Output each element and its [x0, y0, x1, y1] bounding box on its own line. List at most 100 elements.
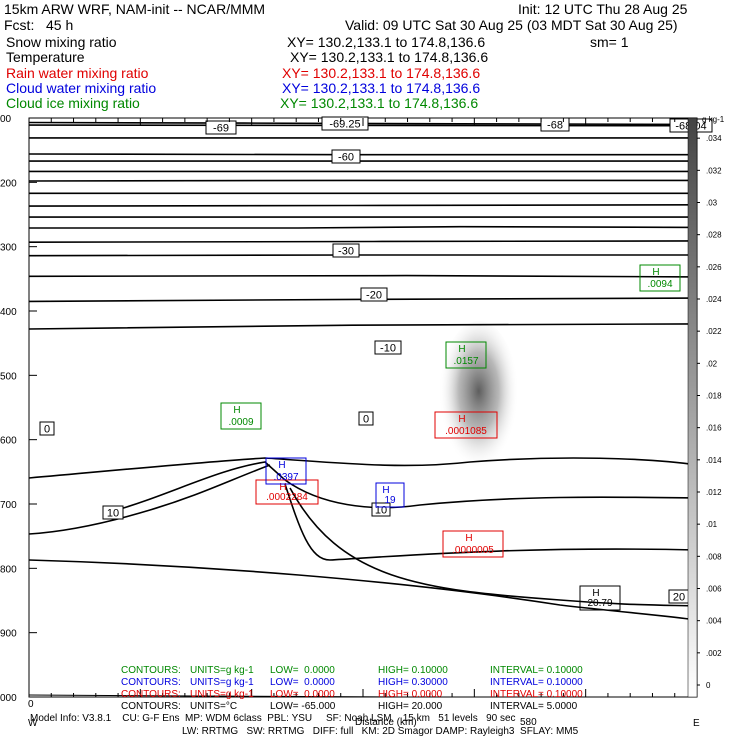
contour-label: -30	[338, 246, 354, 258]
contour-info-high: HIGH= 0.0000	[378, 689, 443, 700]
maximum-value: .0000005	[452, 545, 494, 556]
field-xy-temperature: XY= 130.2,133.1 to 174.8,136.6	[290, 49, 489, 65]
contour-info-low: LOW= -65.000	[270, 701, 336, 712]
colorbar-tick-label: .018	[706, 392, 722, 401]
contour-label-box	[540, 117, 570, 132]
maximum-value: .0009	[228, 417, 253, 428]
colorbar-tick-label: .006	[706, 585, 722, 594]
field-name-rain: Rain water mixing ratio	[6, 65, 149, 81]
maximum-label: H	[458, 414, 465, 425]
temperature-contour	[28, 274, 698, 278]
temperature-contour	[28, 204, 698, 207]
y-tick-label: 500	[0, 371, 17, 382]
contour-info-units: UNITS=°C	[190, 701, 238, 712]
forecast-hour: Fcst: 45 h	[4, 17, 74, 33]
maximum-box	[375, 482, 405, 508]
contour-label: -60	[338, 152, 354, 164]
maximum-box	[639, 264, 681, 292]
maximum-label: H	[592, 588, 599, 599]
contour-label-box	[205, 120, 237, 135]
y-tick-label: 300	[0, 243, 17, 254]
colorbar-tick-label: .01	[706, 520, 718, 529]
contour-label: -69.25	[329, 119, 360, 131]
contour-label-box	[39, 421, 55, 436]
contour-info-units: UNITS=g kg-1	[190, 677, 254, 688]
x-tick-label: 0	[28, 699, 34, 710]
contour-info-units: UNITS=g kg-1	[190, 689, 254, 700]
contour-info-interval: INTERVAL= 0.10000	[490, 665, 583, 676]
init-time: Init: 12 UTC Thu 28 Aug 25	[518, 1, 688, 17]
colorbar-tick-label: .014	[706, 456, 722, 465]
x-tick-label: 580	[520, 717, 537, 728]
maximum-box	[434, 411, 498, 439]
field-extra-snow: sm= 1	[590, 34, 629, 50]
colorbar-tick-label: .03	[706, 199, 718, 208]
east-label: E	[693, 718, 700, 729]
contour-label: 20	[673, 592, 685, 604]
maximum-value: .0397	[273, 472, 298, 483]
snow-shading	[438, 320, 519, 477]
contour-info-label: CONTOURS:	[121, 689, 181, 700]
maximum-box	[442, 530, 504, 558]
maximum-box	[220, 402, 262, 430]
maximum-label: H	[458, 344, 465, 355]
contour-info-label: CONTOURS:	[121, 701, 181, 712]
contour-info-interval: INTERVAL= 0.10000	[490, 677, 583, 688]
field-name-cloud-water: Cloud water mixing ratio	[6, 80, 157, 96]
contour-label: -10	[380, 343, 396, 355]
maximum-box	[445, 341, 487, 369]
contour-info-low: LOW= 0.0000	[270, 689, 335, 700]
terrain-line	[28, 694, 697, 698]
contour-label-box	[358, 411, 374, 426]
field-name-snow: Snow mixing ratio	[6, 34, 117, 50]
colorbar-tick-label: .028	[706, 231, 722, 240]
contour-info-label: CONTOURS:	[121, 677, 181, 688]
contour-label: 10	[107, 508, 119, 520]
colorbar-unit: g kg-1	[702, 115, 725, 124]
temperature-contour	[28, 559, 698, 621]
contour-label: -69	[213, 123, 229, 135]
colorbar-tick-label: .034	[706, 134, 722, 143]
contour-info-high: HIGH= 0.10000	[378, 665, 448, 676]
contour-info-interval: INTERVAL= 0.10000	[490, 689, 583, 700]
y-tick-label: 700	[0, 500, 17, 511]
y-tick-label: 400	[0, 307, 17, 318]
colorbar-tick-label: .012	[706, 488, 722, 497]
field-xy-rain: XY= 130.2,133.1 to 174.8,136.6	[282, 65, 481, 81]
colorbar-tick-label: .026	[706, 263, 722, 272]
temperature-contour	[109, 461, 698, 513]
contour-info-label: CONTOURS:	[121, 665, 181, 676]
maximum-label: H	[278, 460, 285, 471]
y-tick-label: 600	[0, 436, 17, 447]
colorbar-tick-label: .008	[706, 552, 722, 561]
contour-info-low: LOW= 0.0000	[270, 665, 335, 676]
maximum-label: H	[382, 485, 389, 496]
maximum-box	[579, 585, 621, 611]
y-tick-label: 000	[0, 693, 17, 704]
temperature-contour	[284, 483, 698, 561]
x-axis-label: Distance (km)	[355, 717, 417, 728]
contour-label-box	[374, 340, 402, 355]
maximum-label: H	[279, 482, 286, 493]
colorbar-tick-label: .016	[706, 424, 722, 433]
temperature-contour	[28, 153, 697, 156]
contour-label-box	[331, 149, 361, 164]
contour-info-high: HIGH= 0.30000	[378, 677, 448, 688]
maximum-value: 19	[384, 495, 396, 506]
field-name-temperature: Temperature	[6, 49, 85, 65]
maximum-value: .0001085	[445, 426, 487, 437]
y-tick-label: 00	[0, 114, 12, 125]
temperature-contour	[28, 323, 698, 330]
maximum-label: H	[233, 405, 240, 416]
model-info-line1: Model Info: V3.8.1 CU: G-F Ens MP: WDM 6…	[30, 713, 516, 724]
maximum-box	[265, 457, 307, 485]
contour-label-box	[332, 243, 360, 258]
field-xy-cloud-ice: XY= 130.2,133.1 to 174.8,136.6	[280, 95, 479, 111]
temperature-contour	[28, 240, 698, 243]
maximum-value: .0157	[453, 356, 478, 367]
contour-label-box	[360, 287, 388, 302]
colorbar-tick-label: .02	[706, 359, 718, 368]
contour-info-units: UNITS=g kg-1	[190, 665, 254, 676]
maximum-value: .0002284	[266, 492, 308, 503]
field-name-cloud-ice: Cloud ice mixing ratio	[6, 95, 140, 111]
